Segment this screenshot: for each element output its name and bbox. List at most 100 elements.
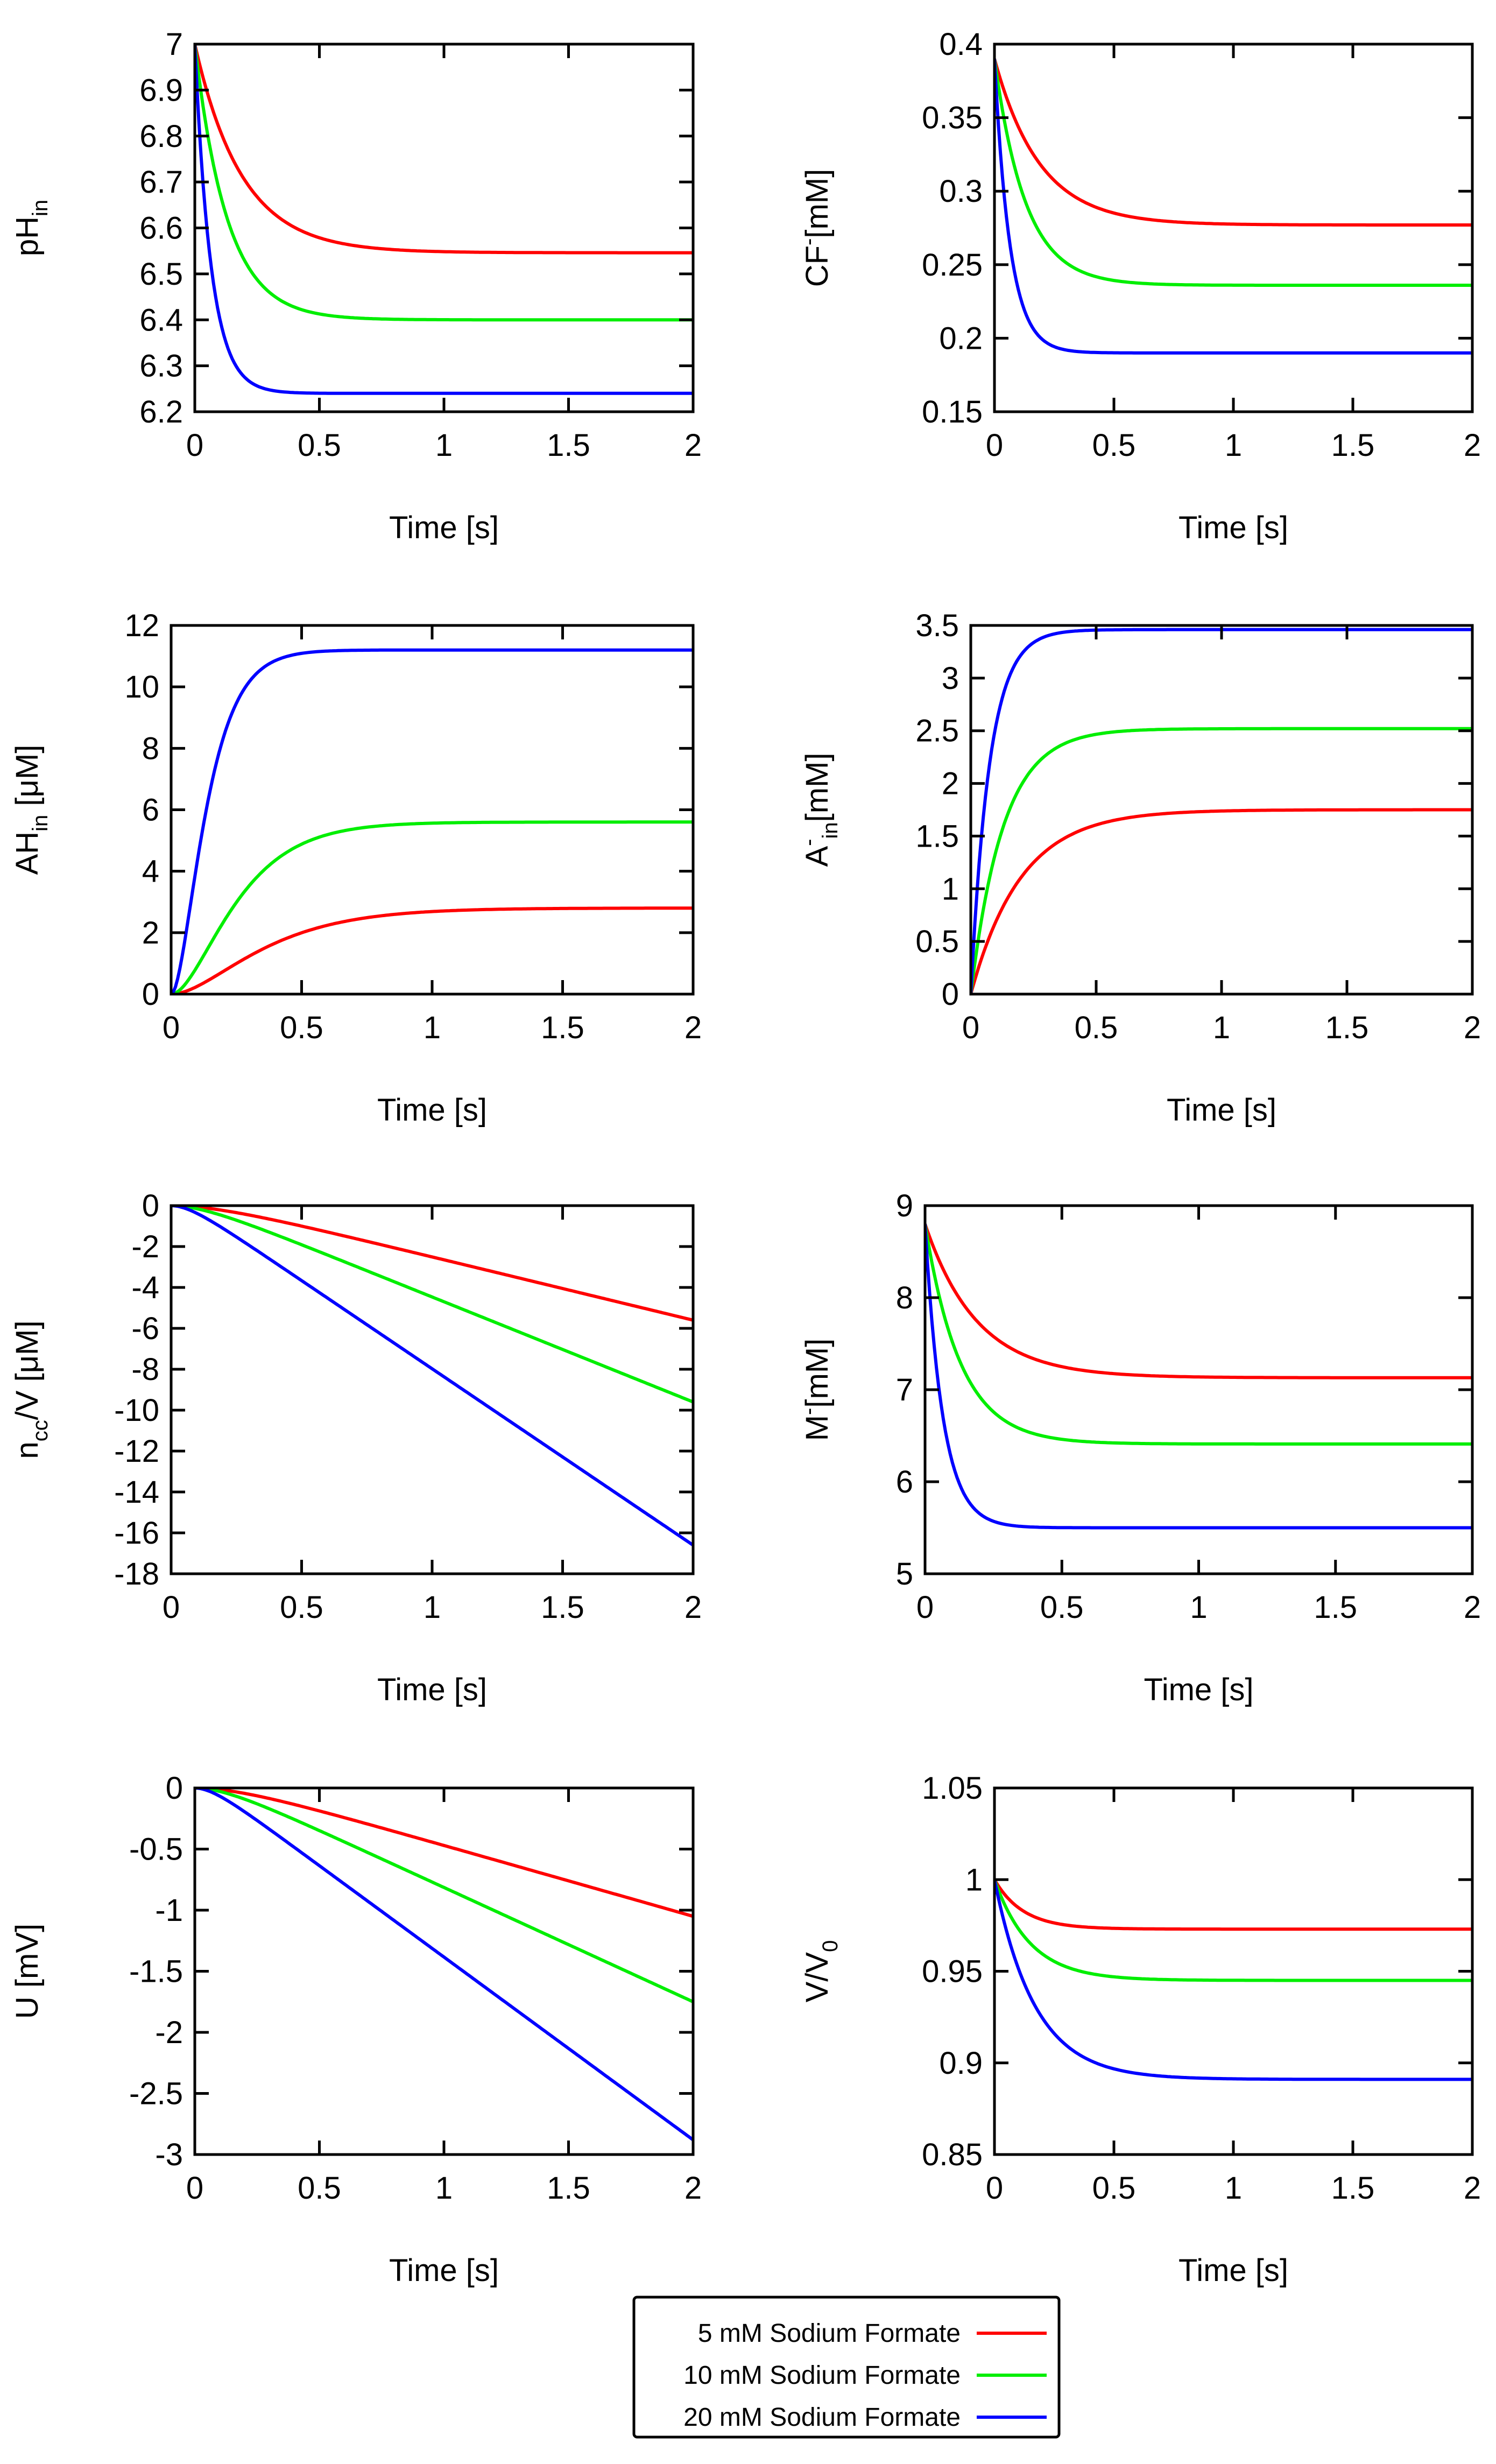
y-tick-label: 0.5	[915, 924, 959, 959]
y-tick-label: 8	[142, 731, 159, 766]
plot-frame	[170, 1204, 695, 1575]
y-axis-label: ncc/V [μM]	[10, 1320, 52, 1459]
x-tick-label: 0.5	[298, 428, 341, 463]
y-tick-label: 0	[942, 977, 959, 1012]
x-axis-label: Time [s]	[1179, 2253, 1288, 2288]
x-axis-label: Time [s]	[1167, 1093, 1276, 1128]
y-tick-label: -3	[155, 2137, 183, 2172]
y-tick-label: 0.2	[939, 321, 983, 356]
x-tick-label: 0.5	[280, 1590, 323, 1625]
legend-label: 20 mM Sodium Formate	[683, 2403, 961, 2432]
series-line-1	[171, 906, 693, 994]
x-axis-label: Time [s]	[377, 1093, 487, 1128]
chart-a-in: 0 0.5 1 1.5 2 0 0.5 1 1.5 2 2.5 3 3.5 Time [s] A-in[mM…	[797, 608, 1481, 1128]
y-tick-label: 9	[896, 1188, 913, 1223]
x-tick-label: 0.5	[1092, 2171, 1136, 2206]
series-line-2	[195, 1788, 693, 2004]
x-tick-label: 2	[1464, 428, 1481, 463]
x-axis-label: Time [s]	[389, 510, 499, 545]
series-line-1	[195, 44, 693, 255]
legend: 5 mM Sodium Formate 10 mM Sodium Formate 2…	[632, 2296, 1061, 2439]
series-line-2	[171, 1206, 693, 1404]
chart-m: 0 0.5 1 1.5 2 5 6 7 8 9 Time [s] M-[mM]	[797, 1188, 1481, 1707]
y-axis-label: U [mV]	[10, 1924, 45, 2019]
y-tick-label: 6.7	[139, 165, 183, 200]
chart-ph-in: 0 0.5 1 1.5 2 6.2 6.3 6.4 6.5 6.6 6.7 6.8 6.9 7 Time […	[10, 27, 702, 545]
x-tick-label: 2	[685, 1590, 702, 1625]
x-tick-label: 2	[1464, 1010, 1481, 1045]
y-tick-label: 7	[896, 1372, 913, 1407]
series-line-2	[971, 727, 1472, 994]
y-tick-label: 3	[942, 661, 959, 696]
chart-cf: 0 0.5 1 1.5 2 0.15 0.2 0.25 0.3 0.35 0.4 Time [s] CF…	[797, 27, 1481, 545]
x-tick-label: 0.5	[1092, 428, 1136, 463]
series-line-1	[971, 808, 1472, 994]
y-tick-label: 0	[166, 1771, 183, 1806]
y-tick-label: 5	[896, 1557, 913, 1592]
y-tick-label: 6	[142, 793, 159, 828]
y-tick-label: -2	[131, 1229, 159, 1264]
x-tick-label: 0	[186, 2171, 203, 2206]
y-tick-label: 1.05	[922, 1771, 983, 1806]
x-tick-label: 1.5	[1331, 2171, 1375, 2206]
x-tick-label: 1.5	[547, 428, 590, 463]
series-line-3	[171, 1206, 693, 1547]
y-tick-label: 0.3	[939, 174, 983, 209]
chart-u: 0 0.5 1 1.5 2 -3 -2.5 -2 -1.5 -1 -0.5 0 Time [s] U [m…	[10, 1771, 702, 2288]
x-tick-label: 0.5	[1040, 1590, 1084, 1625]
y-tick-label: 2	[142, 916, 159, 951]
plot-frame	[923, 1204, 1474, 1575]
series-line-1	[195, 1788, 693, 1918]
series-line-2	[994, 1879, 1472, 1982]
x-tick-label: 1	[424, 1590, 441, 1625]
y-tick-label: -16	[114, 1516, 159, 1551]
y-tick-label: 1.5	[915, 819, 959, 854]
y-tick-label: -2	[155, 2015, 183, 2050]
x-tick-label: 1	[1213, 1010, 1230, 1045]
x-tick-label: 0	[163, 1010, 180, 1045]
y-tick-label: 2	[942, 766, 959, 801]
y-tick-label: 3.5	[915, 608, 959, 643]
series-line-2	[925, 1223, 1472, 1446]
series-line-1	[925, 1223, 1472, 1379]
y-tick-label: 7	[166, 27, 183, 62]
y-tick-label: 12	[124, 608, 159, 643]
x-tick-label: 0	[163, 1590, 180, 1625]
legend-label: 10 mM Sodium Formate	[683, 2361, 961, 2390]
y-tick-label: 0.25	[922, 248, 983, 283]
y-tick-label: 0.9	[939, 2046, 983, 2081]
series-line-1	[994, 1878, 1472, 1931]
y-tick-label: 6.9	[139, 73, 183, 108]
y-tick-label: 8	[896, 1280, 913, 1315]
y-tick-label: 6	[896, 1465, 913, 1499]
y-tick-label: 0.85	[922, 2137, 983, 2172]
y-tick-label: 6.3	[139, 349, 183, 384]
y-tick-label: -1	[155, 1893, 183, 1928]
x-tick-label: 1	[1190, 1590, 1207, 1625]
y-tick-label: 10	[124, 670, 159, 705]
y-tick-label: 6.5	[139, 257, 183, 292]
y-tick-label: -1.5	[129, 1954, 183, 1989]
x-tick-label: 1.5	[541, 1010, 584, 1045]
series-line-3	[195, 44, 693, 395]
y-tick-label: -18	[114, 1557, 159, 1592]
series-line-3	[171, 648, 693, 994]
x-tick-label: 1	[1225, 2171, 1242, 2206]
y-tick-label: 6.8	[139, 119, 183, 154]
y-tick-label: -4	[131, 1270, 159, 1305]
y-axis-label: pHin	[10, 200, 52, 256]
x-tick-label: 0.5	[280, 1010, 323, 1045]
x-tick-label: 0	[186, 428, 203, 463]
y-tick-label: 1	[965, 1862, 983, 1897]
x-tick-label: 2	[685, 2171, 702, 2206]
series-line-1	[171, 1206, 693, 1322]
y-tick-label: 0	[142, 1188, 159, 1223]
y-axis-label: AHin [μM]	[10, 745, 52, 875]
x-tick-label: 1.5	[1314, 1590, 1357, 1625]
y-axis-label: CF-[mM]	[797, 169, 835, 287]
series-line-3	[195, 1788, 693, 2142]
x-tick-label: 1.5	[1331, 428, 1375, 463]
x-tick-label: 2	[1464, 1590, 1481, 1625]
x-tick-label: 0	[916, 1590, 934, 1625]
chart-ah-in: 0 0.5 1 1.5 2 0 2 4 6 8 10 12 Time [s] AHin [μM]	[10, 608, 702, 1128]
